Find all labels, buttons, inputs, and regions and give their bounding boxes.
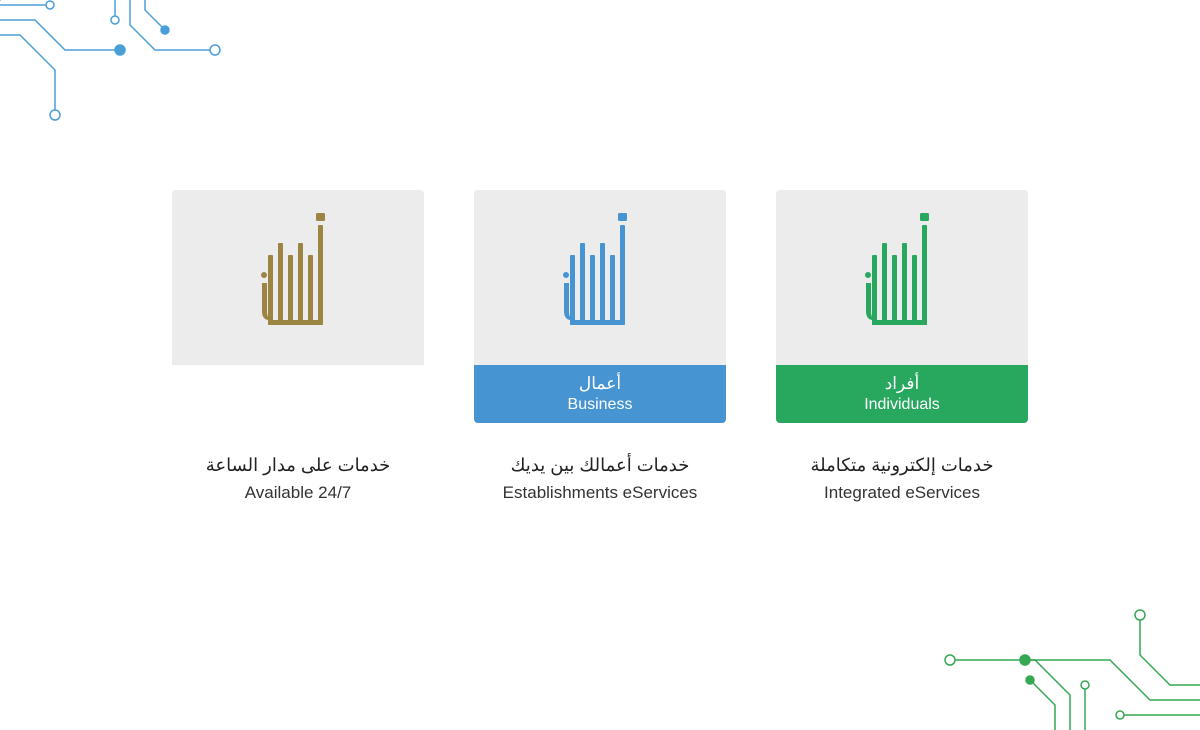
- absher-logo-business: [550, 213, 650, 343]
- card-subtitle-en: Available 24/7: [172, 480, 424, 506]
- card-subtitle-ar: خدمات أعمالك بين يديك: [474, 451, 726, 480]
- card-logo-area: [474, 190, 726, 365]
- card-subtitle-en: Establishments eServices: [474, 480, 726, 506]
- card-subtitle-ar: خدمات على مدار الساعة: [172, 451, 424, 480]
- card-title-en: Business: [568, 395, 633, 416]
- service-card-government[interactable]: حكومة Government خدمات على مدار الساعة A…: [172, 190, 424, 505]
- card-title-en: Individuals: [864, 395, 940, 416]
- card-label-area: أفراد Individuals: [776, 365, 1028, 423]
- card-title-en: Government: [254, 395, 342, 416]
- card-subtitle: خدمات أعمالك بين يديك Establishments eSe…: [474, 451, 726, 505]
- card-title-ar: أفراد: [885, 373, 920, 395]
- card-subtitle-ar: خدمات إلكترونية متكاملة: [776, 451, 1028, 480]
- card-subtitle: خدمات إلكترونية متكاملة Integrated eServ…: [776, 451, 1028, 505]
- absher-logo-government: [248, 213, 348, 343]
- card-label-area: أعمال Business: [474, 365, 726, 423]
- card-subtitle-en: Integrated eServices: [776, 480, 1028, 506]
- card-subtitle: خدمات على مدار الساعة Available 24/7: [172, 451, 424, 505]
- service-card-business[interactable]: أعمال Business خدمات أعمالك بين يديك Est…: [474, 190, 726, 505]
- absher-logo-individuals: [852, 213, 952, 343]
- circuit-decoration-bottom: [880, 550, 1200, 730]
- card-logo-area: [172, 190, 424, 365]
- card-label-area: حكومة Government: [172, 365, 424, 423]
- card-title-ar: حكومة: [275, 373, 322, 395]
- card-title-ar: أعمال: [579, 373, 621, 395]
- service-card-individuals[interactable]: أفراد Individuals خدمات إلكترونية متكامل…: [776, 190, 1028, 505]
- service-cards-container: حكومة Government خدمات على مدار الساعة A…: [0, 0, 1200, 505]
- card-logo-area: [776, 190, 1028, 365]
